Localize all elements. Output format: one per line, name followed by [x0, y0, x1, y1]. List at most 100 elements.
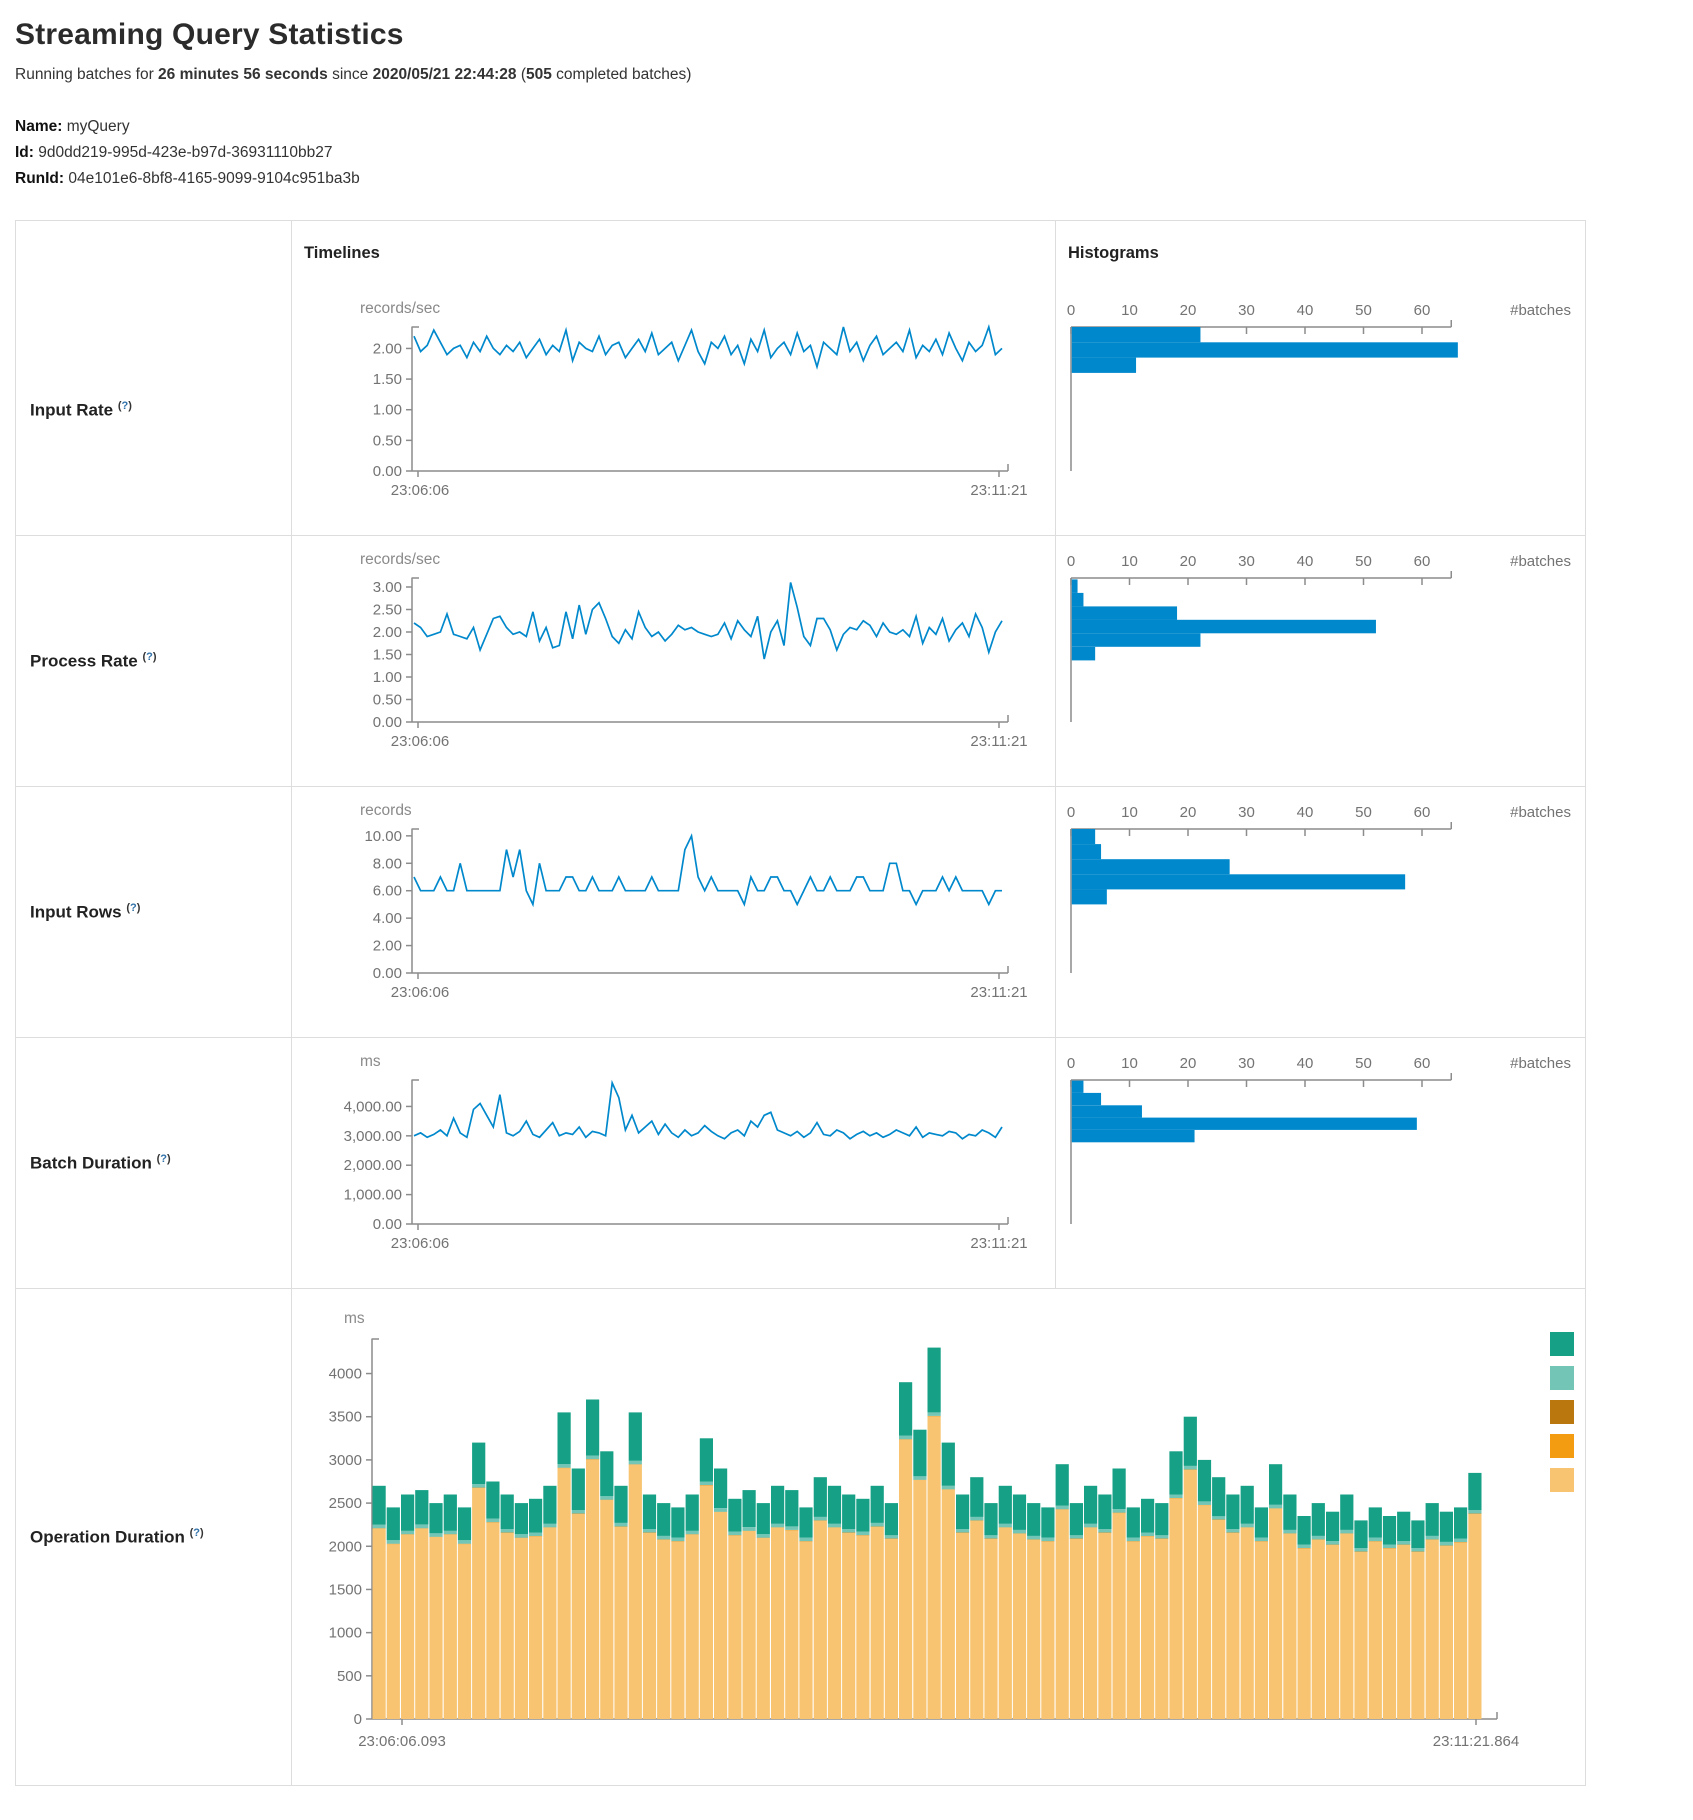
operation-duration-bar-segment-queryPlanning [500, 1529, 514, 1533]
process-rate-y-tick-label: 1.50 [373, 647, 402, 664]
input-rate-hist-x-tick-label: 0 [1067, 302, 1075, 319]
operation-duration-bar-segment-queryPlanning [1326, 1541, 1340, 1545]
input-rows-unit-label: records [360, 802, 412, 819]
batch-duration-y-tick-label: 4,000.00 [344, 1098, 402, 1115]
operation-duration-bar-segment-queryPlanning [1297, 1544, 1311, 1548]
operation-duration-bar-segment-queryPlanning [699, 1481, 713, 1485]
operation-duration-bar-segment-addBatch [486, 1522, 500, 1719]
operation-duration-bar-segment-queryPlanning [1368, 1537, 1382, 1542]
operation-duration-bar-segment-queryPlanning [970, 1516, 984, 1521]
operation-duration-bar-segment-queryPlanning [1468, 1510, 1482, 1514]
input-rate-help-marker: (?) [117, 399, 132, 412]
batch-duration-histogram-bar [1071, 1092, 1102, 1106]
batch-duration-hist-x-tick-label: 20 [1180, 1055, 1197, 1072]
operation-duration-bar-segment-addBatch [671, 1541, 685, 1719]
summary-open-paren: ( [516, 66, 526, 83]
operation-duration-bar-segment-walCommit [1397, 1511, 1411, 1542]
operation-duration-bar-segment-queryPlanning [884, 1535, 898, 1539]
operation-duration-bar-segment-walCommit [1069, 1503, 1083, 1536]
input-rows-histogram-bar [1071, 859, 1230, 875]
operation-duration-unit-label: ms [344, 1310, 365, 1327]
operation-duration-bar-segment-addBatch [1397, 1545, 1411, 1719]
operation-duration-bar-segment-addBatch [1197, 1505, 1212, 1720]
operation-duration-bar-segment-walCommit [1212, 1477, 1226, 1517]
input-rows-y-tick-label: 10.00 [364, 828, 402, 845]
input-rows-x-start-label: 23:06:06 [391, 984, 449, 1001]
operation-duration-bar-segment-queryPlanning [870, 1523, 884, 1527]
process-rate-label-cell: Process Rate (?) [16, 536, 291, 786]
operation-duration-bar-segment-addBatch [899, 1439, 913, 1719]
operation-duration-bar-segment-queryPlanning [785, 1526, 799, 1530]
operation-duration-bar-segment-queryPlanning [457, 1540, 472, 1544]
operation-duration-bar-segment-walCommit [899, 1382, 913, 1436]
batch-duration-histogram-chart: 0 10 20 30 40 50 60 #batches [1067, 1055, 1571, 1224]
operation-duration-bar-segment-walCommit [813, 1477, 827, 1517]
operation-duration-bar-segment-walCommit [628, 1412, 642, 1461]
batch-duration-y-tick-label: 2,000.00 [344, 1157, 402, 1174]
operation-duration-bar-segment-queryPlanning [1354, 1548, 1368, 1552]
process-rate-timeline-cell: records/sec 0.00 0.50 1.00 1.50 2.00 2.50 3.00 2… [291, 536, 1055, 786]
operation-duration-bar-segment-addBatch [813, 1520, 827, 1719]
operation-duration-bar-segment-addBatch [884, 1538, 898, 1719]
operation-duration-y-tick-label: 3000 [329, 1452, 362, 1469]
batch-duration-x-start-label: 23:06:06 [391, 1235, 449, 1252]
operation-duration-bar-segment-addBatch [728, 1535, 742, 1719]
operation-duration-bar-segment-addBatch [714, 1512, 728, 1719]
operation-duration-bar-segment-walCommit [1340, 1494, 1354, 1530]
histograms-header-cell: Histograms [1055, 221, 1585, 285]
batch-duration-help-tooltip-link[interactable]: ? [160, 1152, 167, 1165]
batch-duration-hist-x-tick-label: 0 [1067, 1055, 1075, 1072]
operation-duration-bar-segment-walCommit [529, 1498, 543, 1533]
operation-duration-help-tooltip-link[interactable]: ? [193, 1526, 201, 1539]
input-rate-y-tick-label: 1.50 [373, 371, 402, 388]
operation-duration-bar-segment-addBatch [1468, 1513, 1482, 1719]
operation-duration-bar-segment-addBatch [827, 1527, 842, 1719]
operation-duration-bar-segment-queryPlanning [827, 1523, 842, 1528]
operation-duration-bar-segment-addBatch [941, 1489, 955, 1719]
operation-duration-bar-segment-walCommit [429, 1503, 443, 1534]
operation-duration-bar-segment-queryPlanning [1098, 1529, 1112, 1533]
operation-duration-bar-segment-queryPlanning [742, 1527, 756, 1531]
input-rate-hist-x-tick-label: 20 [1180, 302, 1197, 319]
operation-duration-bar-segment-walCommit [1468, 1472, 1482, 1510]
operation-duration-bar-segment-walCommit [1297, 1516, 1311, 1545]
process-rate-help-tooltip-link[interactable]: ? [146, 650, 153, 663]
operation-duration-bar-segment-walCommit [557, 1412, 571, 1465]
operation-duration-bar-segment-addBatch [543, 1527, 557, 1719]
operation-duration-bar-segment-walCommit [486, 1481, 500, 1519]
operation-duration-bar-segment-walCommit [941, 1442, 955, 1486]
operation-duration-bar-segment-addBatch [1012, 1533, 1027, 1720]
operation-duration-bar-segment-queryPlanning [1226, 1529, 1240, 1533]
operation-duration-bar-segment-addBatch [500, 1532, 514, 1719]
operation-duration-bar-segment-walCommit [500, 1494, 514, 1529]
operation-duration-bar-segment-queryPlanning [984, 1535, 998, 1539]
operation-duration-bar-segment-queryPlanning [1212, 1516, 1226, 1520]
operation-duration-bar-segment-walCommit [1254, 1507, 1268, 1538]
operation-duration-bar-segment-addBatch [600, 1500, 614, 1719]
input-rows-help-tooltip-link[interactable]: ? [130, 901, 137, 914]
operation-duration-bar-segment-walCommit [856, 1498, 870, 1532]
input-rate-y-tick-label: 2.00 [373, 340, 402, 357]
process-rate-hist-x-tick-label: 50 [1355, 553, 1372, 570]
legend-swatch-walCommit [1550, 1332, 1574, 1356]
input-rows-histogram-bar [1071, 844, 1102, 860]
operation-duration-bar-segment-queryPlanning [998, 1523, 1012, 1528]
operation-duration-bar-segment-walCommit [1098, 1494, 1112, 1529]
operation-duration-bar-segment-addBatch [1382, 1548, 1397, 1719]
input-rows-y-tick-label: 4.00 [373, 910, 402, 927]
operation-duration-bar-segment-walCommit [443, 1494, 457, 1531]
input-rows-histogram-bar [1071, 874, 1406, 890]
batch-duration-histogram-bar [1071, 1130, 1195, 1143]
summary-start-time: 2020/05/21 22:44:28 [372, 66, 517, 83]
input-rate-y-tick-label: 1.00 [373, 402, 402, 419]
operation-duration-bar-segment-walCommit [742, 1490, 756, 1528]
input-rate-help-tooltip-link[interactable]: ? [121, 399, 129, 412]
input-rows-y-tick-label: 0.00 [373, 965, 402, 982]
operation-duration-bar-segment-queryPlanning [1411, 1548, 1425, 1552]
operation-duration-bar-segment-addBatch [1454, 1542, 1468, 1719]
operation-duration-bar-segment-queryPlanning [1240, 1523, 1254, 1528]
input-rate-y-tick-label: 0.00 [373, 463, 402, 480]
process-rate-y-tick-label: 3.00 [373, 579, 402, 596]
input-rate-histogram-bar [1071, 357, 1137, 373]
operation-duration-bar-segment-walCommit [1141, 1498, 1155, 1533]
